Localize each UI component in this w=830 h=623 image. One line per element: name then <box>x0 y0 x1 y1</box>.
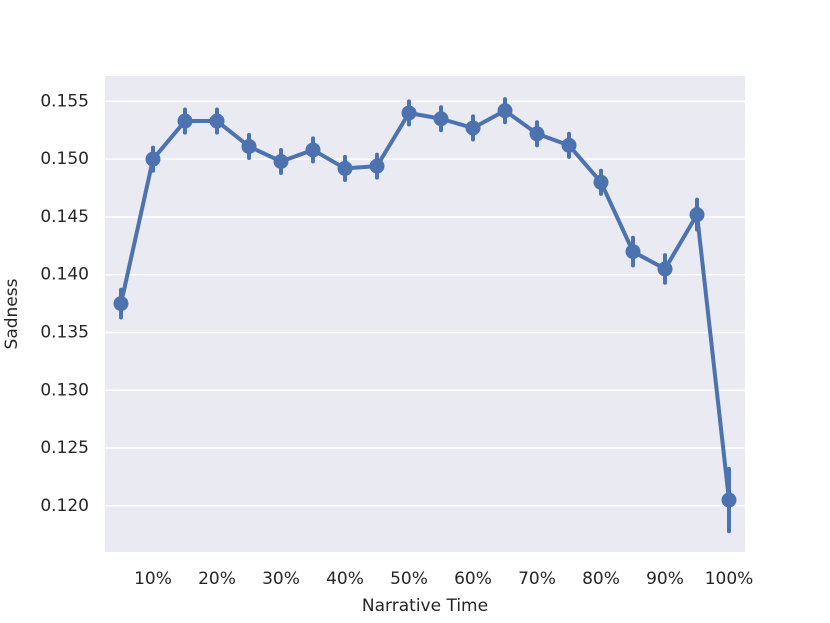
point <box>337 160 353 176</box>
point <box>401 105 417 121</box>
point <box>657 261 673 277</box>
point <box>497 103 513 119</box>
point <box>177 113 193 129</box>
x-tick-label: 80% <box>582 569 620 589</box>
point <box>721 492 737 508</box>
point <box>113 296 129 312</box>
point <box>689 207 705 223</box>
point <box>209 113 225 129</box>
x-axis-label: Narrative Time <box>362 596 488 616</box>
point <box>241 138 257 154</box>
point <box>145 151 161 167</box>
x-tick-label: 50% <box>390 569 428 589</box>
point <box>593 174 609 190</box>
x-tick-label: 90% <box>646 569 684 589</box>
point <box>369 158 385 174</box>
x-tick-label: 70% <box>518 569 556 589</box>
y-axis-label: Sadness <box>2 278 22 349</box>
point <box>561 137 577 153</box>
y-tick-label: 0.125 <box>40 438 89 458</box>
y-tick-label: 0.140 <box>40 265 89 285</box>
plot-area <box>105 76 745 552</box>
y-tick-label: 0.145 <box>40 207 89 227</box>
y-tick-label: 0.135 <box>40 322 89 342</box>
point <box>529 126 545 142</box>
point <box>625 244 641 260</box>
point <box>273 153 289 169</box>
point <box>305 142 321 158</box>
x-tick-label: 40% <box>326 569 364 589</box>
y-tick-label: 0.130 <box>40 380 89 400</box>
x-tick-label: 10% <box>134 569 172 589</box>
y-tick-label: 0.150 <box>40 149 89 169</box>
point <box>465 120 481 136</box>
x-tick-label: 30% <box>262 569 300 589</box>
y-tick-label: 0.120 <box>40 496 89 516</box>
y-tick-label: 0.155 <box>40 91 89 111</box>
point <box>433 111 449 127</box>
x-tick-label: 60% <box>454 569 492 589</box>
x-tick-label: 20% <box>198 569 236 589</box>
x-tick-label: 100% <box>705 569 754 589</box>
